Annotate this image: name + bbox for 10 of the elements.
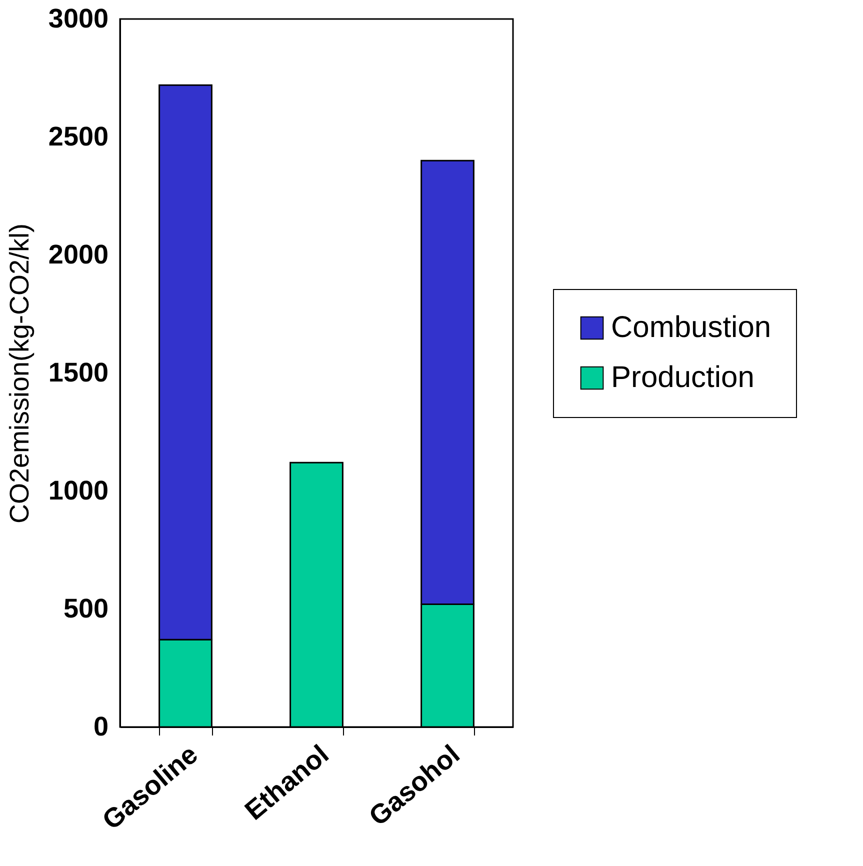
y-tick-label: 3000: [48, 4, 108, 34]
y-tick-label: 0: [93, 712, 108, 742]
y-tick-label: 1000: [48, 476, 108, 506]
y-tick-label: 2500: [48, 122, 108, 152]
legend-label: Combustion: [611, 311, 772, 344]
legend-label: Production: [611, 361, 754, 394]
y-tick-label: 2000: [48, 240, 108, 270]
y-tick-label: 1500: [48, 358, 108, 388]
y-tick-label: 500: [63, 594, 108, 624]
y-axis-title: CO2emission(kg-CO2/kl): [4, 223, 34, 524]
